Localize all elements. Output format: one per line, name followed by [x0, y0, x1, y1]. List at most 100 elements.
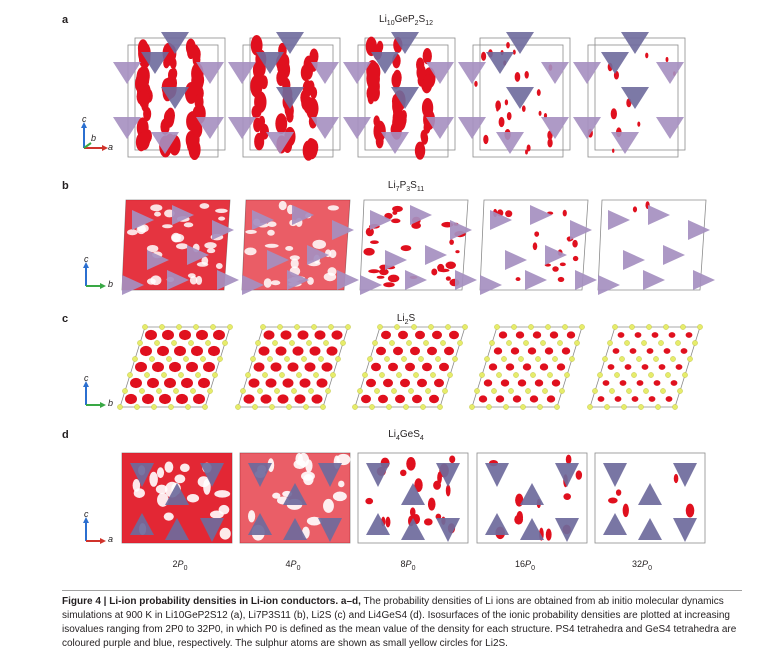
- density-hole: [323, 498, 334, 513]
- density-blob: [259, 123, 269, 140]
- tetrahedron: [506, 87, 534, 109]
- sulphur-atom: [362, 372, 368, 378]
- tetrahedron: [370, 210, 392, 230]
- sulphur-atom: [379, 372, 385, 378]
- sulphur-atom: [262, 372, 268, 378]
- density-hole: [156, 467, 165, 479]
- sulphur-atom: [602, 356, 608, 362]
- density-blob: [680, 348, 688, 354]
- density-blob: [196, 329, 208, 341]
- density-blob: [429, 394, 439, 404]
- density-blob: [505, 363, 515, 371]
- sulphur-atom: [447, 372, 453, 378]
- tetrahedron: [371, 52, 399, 74]
- density-blob: [414, 478, 423, 493]
- structure-cell: [343, 32, 456, 160]
- tetrahedron: [663, 245, 685, 265]
- density-hole: [189, 275, 198, 285]
- density-blob: [422, 48, 432, 65]
- density-blob: [270, 362, 282, 372]
- density-hole: [305, 459, 313, 473]
- structure-cell: [469, 324, 585, 410]
- sulphur-atom: [609, 388, 615, 394]
- sulphur-atom: [117, 404, 123, 410]
- sulphur-atom: [574, 340, 580, 346]
- sulphur-atom: [185, 404, 191, 410]
- density-blob: [646, 348, 654, 354]
- density-blob: [130, 377, 142, 389]
- sulphur-atom: [552, 356, 558, 362]
- density-blob: [516, 510, 524, 524]
- sulphur-atom: [508, 388, 514, 394]
- tetrahedron: [506, 32, 534, 54]
- sulphur-atom: [394, 324, 400, 330]
- density-blob: [432, 330, 442, 340]
- sulphur-atom: [547, 372, 553, 378]
- axis-label-a: a: [108, 534, 114, 544]
- density-blob: [572, 255, 579, 262]
- sulphur-atom: [537, 404, 543, 410]
- tetrahedron: [366, 463, 390, 487]
- density-blob: [415, 330, 425, 340]
- density-blob: [434, 378, 444, 388]
- tetrahedron: [266, 132, 294, 154]
- sulphur-atom: [227, 324, 233, 330]
- tetrahedron: [608, 210, 630, 230]
- structure-cell: [121, 199, 239, 295]
- tetrahedron: [621, 32, 649, 54]
- structure-cell: [235, 324, 351, 410]
- density-blob: [300, 89, 310, 106]
- density-blob: [383, 378, 393, 388]
- density-blob: [572, 239, 578, 248]
- axis-label-c: c: [82, 114, 87, 124]
- density-blob: [400, 245, 412, 252]
- sulphur-atom: [188, 340, 194, 346]
- sulphur-atom: [367, 356, 373, 362]
- density-blob: [431, 268, 438, 276]
- sulphur-atom: [132, 356, 138, 362]
- tetrahedron: [172, 205, 194, 225]
- density-blob: [538, 110, 542, 116]
- density-blob: [524, 70, 529, 79]
- sulphur-atom: [629, 324, 635, 330]
- density-blob: [166, 107, 176, 124]
- tetrahedron: [656, 62, 684, 84]
- panel-letter: c: [62, 313, 69, 325]
- density-blob: [140, 345, 152, 357]
- sulphur-atom: [171, 340, 177, 346]
- density-blob: [498, 331, 508, 339]
- density-blob: [534, 231, 540, 237]
- density-blob: [483, 134, 489, 145]
- density-blob: [505, 210, 513, 218]
- density-blob: [363, 247, 375, 256]
- panel-title: Li4GeS4: [388, 429, 424, 442]
- sulphur-atom: [621, 404, 627, 410]
- density-blob: [514, 71, 521, 82]
- density-blob: [546, 395, 556, 403]
- tetrahedron: [196, 117, 224, 139]
- tetrahedron: [401, 483, 425, 505]
- density-blob: [411, 222, 422, 229]
- tetrahedron: [343, 117, 371, 139]
- tetrahedron: [486, 52, 514, 74]
- tetrahedron: [545, 245, 567, 265]
- tetrahedron: [623, 250, 645, 270]
- tetrahedron: [287, 270, 309, 290]
- density-hole: [290, 258, 299, 269]
- sulphur-atom: [518, 356, 524, 362]
- density-blob: [427, 497, 436, 511]
- density-blob: [250, 35, 263, 56]
- sulphur-atom: [423, 340, 429, 346]
- density-blob: [392, 97, 403, 116]
- density-hole: [219, 527, 231, 540]
- density-blob: [304, 362, 316, 372]
- axis-label-c: c: [84, 509, 89, 519]
- density-blob: [174, 345, 186, 357]
- tetrahedron: [217, 270, 239, 290]
- sulphur-atom: [660, 388, 666, 394]
- sulphur-atom: [311, 324, 317, 330]
- sulphur-atom: [277, 324, 283, 330]
- density-blob: [544, 347, 554, 355]
- sulphur-atom: [389, 340, 395, 346]
- structure-row-c: [117, 324, 703, 410]
